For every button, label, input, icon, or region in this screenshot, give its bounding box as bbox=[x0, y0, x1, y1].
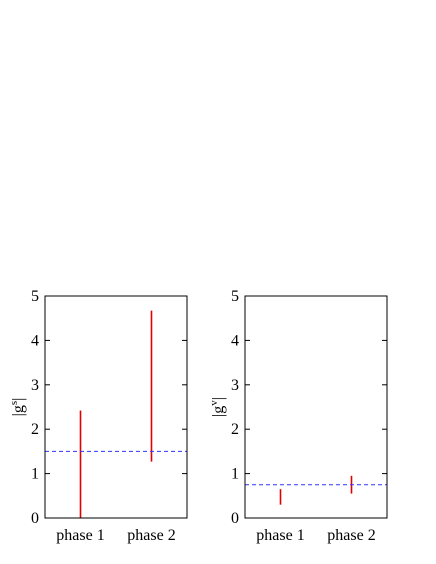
y-tick-label: 4 bbox=[31, 332, 39, 349]
panel: 0 1 2 3 4 5 phase 1 phase 2 |gv| bbox=[208, 288, 388, 544]
y-tick-label: 3 bbox=[231, 377, 239, 394]
y-tick-label: 5 bbox=[31, 288, 39, 305]
y-axis-label-part: | bbox=[10, 398, 27, 401]
y-tick-label: 0 bbox=[31, 510, 39, 527]
y-tick-label: 5 bbox=[231, 288, 239, 305]
y-tick-label: 0 bbox=[231, 510, 239, 527]
plot-frame bbox=[244, 295, 388, 519]
y-axis-label-part: v bbox=[208, 400, 220, 406]
x-tick-label: phase 1 bbox=[256, 527, 304, 544]
x-tick-label: phase 2 bbox=[127, 527, 175, 544]
y-tick-label: 2 bbox=[231, 421, 239, 438]
y-tick-label: 3 bbox=[31, 377, 39, 394]
x-tick-label: phase 2 bbox=[327, 527, 375, 544]
y-axis-label-part: |g bbox=[10, 405, 27, 416]
y-tick-label: 1 bbox=[31, 466, 39, 483]
y-tick-label: 2 bbox=[31, 421, 39, 438]
y-axis-label: |gv| bbox=[208, 397, 227, 417]
y-axis-label-part: |g bbox=[210, 406, 227, 417]
y-axis-label: |gs| bbox=[8, 398, 27, 417]
panel: 0 1 2 3 4 5 phase 1 phase 2 |gs| bbox=[8, 288, 188, 544]
y-tick-label: 4 bbox=[231, 332, 239, 349]
y-axis-label-part: | bbox=[210, 397, 227, 400]
x-tick-label: phase 1 bbox=[56, 527, 104, 544]
plot-frame bbox=[44, 295, 188, 519]
y-axis-label-part: s bbox=[8, 401, 20, 405]
y-tick-label: 1 bbox=[231, 466, 239, 483]
